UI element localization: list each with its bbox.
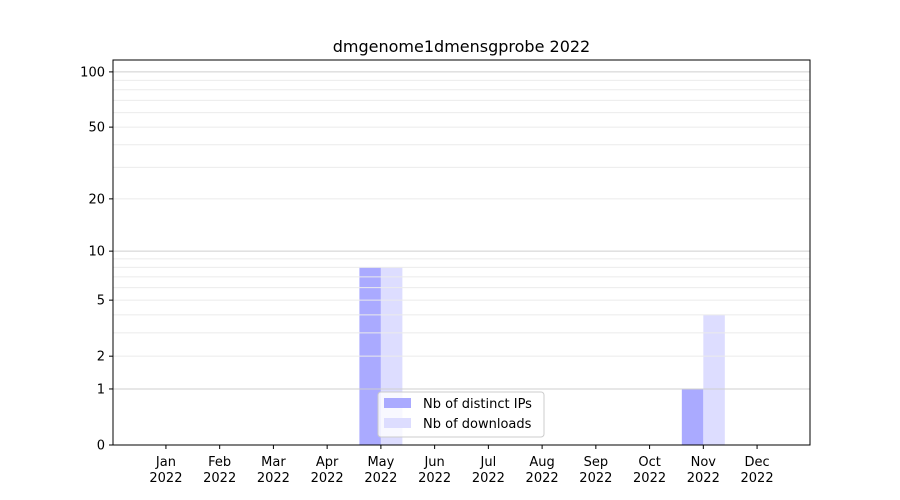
y-tick-label: 2: [97, 350, 105, 365]
y-tick-label: 0: [97, 439, 105, 454]
x-tick-label: Jul 2022: [472, 455, 505, 486]
bar: [703, 314, 725, 445]
y-tick-label: 1: [97, 382, 105, 397]
legend-swatch: [384, 418, 411, 428]
y-tick-label: 100: [80, 65, 105, 80]
bar: [681, 388, 704, 445]
legend: Nb of distinct IPs Nb of downloads: [377, 391, 545, 438]
x-tick-label: May 2022: [364, 455, 397, 486]
y-tick-label: 20: [88, 192, 105, 207]
legend-swatch: [384, 398, 411, 408]
legend-label: Nb of downloads: [423, 417, 532, 432]
x-tick-label: Mar 2022: [257, 455, 290, 486]
y-tick-label: 10: [88, 245, 105, 260]
plot-frame: [112, 59, 811, 446]
x-tick-label: Oct 2022: [633, 455, 666, 486]
y-tick-label: 50: [88, 121, 105, 136]
y-tick-label: 5: [97, 294, 105, 309]
x-tick-label: Apr 2022: [311, 455, 344, 486]
chart-title: dmgenome1dmensgprobe 2022: [333, 37, 590, 56]
x-tick-label: Feb 2022: [203, 455, 236, 486]
legend-box: [377, 391, 545, 438]
x-tick-label: Nov 2022: [687, 455, 720, 486]
x-tick-label: Dec 2022: [741, 455, 774, 486]
x-tick-label: Jan 2022: [149, 455, 182, 486]
x-tick-label: Sep 2022: [579, 455, 612, 486]
x-tick-label: Aug 2022: [526, 455, 559, 486]
x-tick-label: Jun 2022: [418, 455, 451, 486]
legend-label: Nb of distinct IPs: [423, 397, 532, 412]
